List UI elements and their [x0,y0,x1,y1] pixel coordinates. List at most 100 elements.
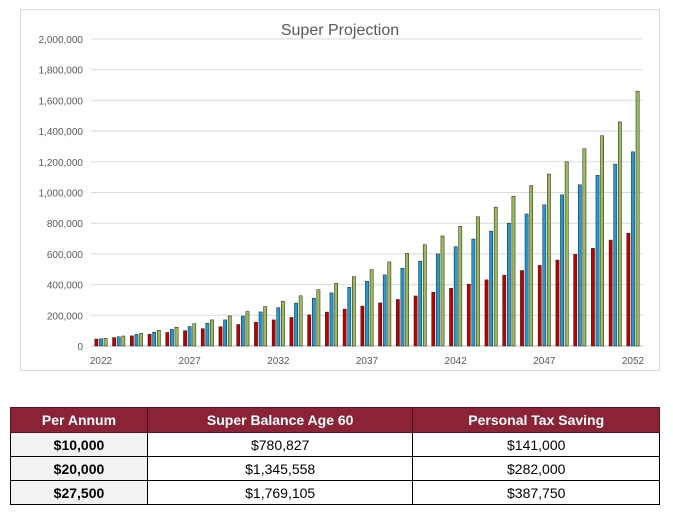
bar-series-3 [582,148,587,347]
bar-series-3 [387,261,392,347]
bar-series-2 [241,315,245,347]
bar-series-1 [608,239,613,347]
y-tick-label: 2,000,000 [39,35,84,46]
bar-series-3 [121,335,126,347]
super-balance-cell: $780,827 [146,432,414,457]
bar-series-3 [511,196,516,347]
y-tick-label: 1,800,000 [39,66,84,77]
bar-series-1 [289,317,294,347]
bar-series-2 [347,286,352,347]
bar-series-2 [170,329,174,347]
bar-series-1 [360,305,365,347]
bar-series-3 [529,185,534,347]
bar-series-2 [542,204,547,347]
per-annum-cell: $27,500 [10,480,148,505]
bar-series-3 [547,173,551,347]
bar-series-2 [152,331,157,347]
tax-saving-cell: $282,000 [412,456,660,481]
bar-series-2 [134,334,139,347]
bar-series-1 [218,326,223,347]
bar-series-3 [210,319,214,347]
chart-title: Super Projection [280,22,400,39]
bar-series-2 [365,280,369,347]
bar-series-2 [400,267,405,347]
bar-series-3 [440,235,445,347]
y-tick-label: 0 [77,342,83,353]
x-tick-label: 2052 [622,356,645,367]
bar-series-1 [449,288,453,347]
bar-series-2 [577,184,582,347]
bar-series-2 [418,260,423,347]
bar-series-3 [156,330,161,347]
header-super-balance: Super Balance Age 60 [146,407,414,433]
y-tick-label: 400,000 [47,281,84,292]
bar-series-2 [489,230,493,347]
bar-series-3 [298,295,303,347]
x-tick-label: 2042 [445,356,468,367]
bar-series-1 [94,338,99,347]
bar-series-2 [223,319,227,347]
y-tick-label: 1,600,000 [39,96,84,107]
bar-series-1 [396,299,400,347]
bar-series-1 [520,270,524,347]
bar-series-3 [139,333,143,347]
y-tick-label: 600,000 [47,250,84,261]
bar-series-3 [564,161,569,347]
x-tick-label: 2032 [267,356,290,367]
bar-series-1 [165,332,170,347]
bar-series-3 [103,338,108,347]
bar-series-2 [436,253,440,347]
bar-series-3 [635,90,640,347]
bar-series-1 [271,319,276,347]
bar-series-2 [524,213,529,347]
super-balance-cell: $1,769,105 [146,480,414,505]
tax-saving-cell: $387,750 [412,480,660,505]
bar-series-1 [307,314,312,347]
bar-series-3 [281,301,285,347]
bar-series-3 [369,269,374,347]
bar-series-2 [631,151,635,347]
bar-series-3 [493,206,498,347]
bar-series-1 [555,259,560,347]
bar-series-1 [147,333,152,347]
bar-series-1 [502,274,507,347]
bar-series-3 [405,253,409,347]
bar-series-2 [507,222,511,347]
bar-series-3 [334,283,338,347]
bar-series-2 [382,274,387,347]
bar-series-3 [174,327,179,347]
per-annum-cell: $10,000 [10,432,148,457]
bar-series-2 [187,326,192,347]
bar-series-3 [263,306,268,347]
x-tick-label: 2037 [356,356,379,367]
bar-series-3 [245,311,250,347]
bar-series-2 [116,336,121,347]
super-projection-chart: 0 200,000 400,000 600,000 800,000 1,000,000 1,… [39,35,645,367]
bar-series-2 [311,297,316,347]
bar-series-1 [591,248,595,347]
table-header-row: Per Annum Super Balance Age 60 Personal … [10,407,660,433]
bar-series-1 [183,330,187,347]
table-row: $10,000 $780,827 $141,000 [10,432,660,457]
bar-series-3 [476,216,480,347]
x-tick-label: 2047 [533,356,556,367]
bar-series-1 [537,265,542,347]
x-tick-label: 2027 [179,356,202,367]
bar-series-2 [99,338,103,347]
bar-series-3 [618,121,622,347]
tax-saving-cell: $141,000 [412,432,660,457]
bar-series-1 [484,279,489,347]
y-tick-label: 200,000 [47,311,84,322]
bar-series-1 [466,283,471,347]
bar-series-1 [254,321,258,347]
bar-series-1 [431,292,436,347]
y-tick-label: 800,000 [47,219,84,230]
bar-series-1 [342,308,347,347]
bar-series-2 [329,292,334,347]
bar-series-3 [352,276,356,347]
y-tick-label: 1,000,000 [39,189,84,200]
summary-table: Per Annum Super Balance Age 60 Personal … [10,407,660,505]
bar-series-1 [236,324,241,347]
bar-series-2 [276,307,281,347]
per-annum-cell: $20,000 [10,456,148,481]
